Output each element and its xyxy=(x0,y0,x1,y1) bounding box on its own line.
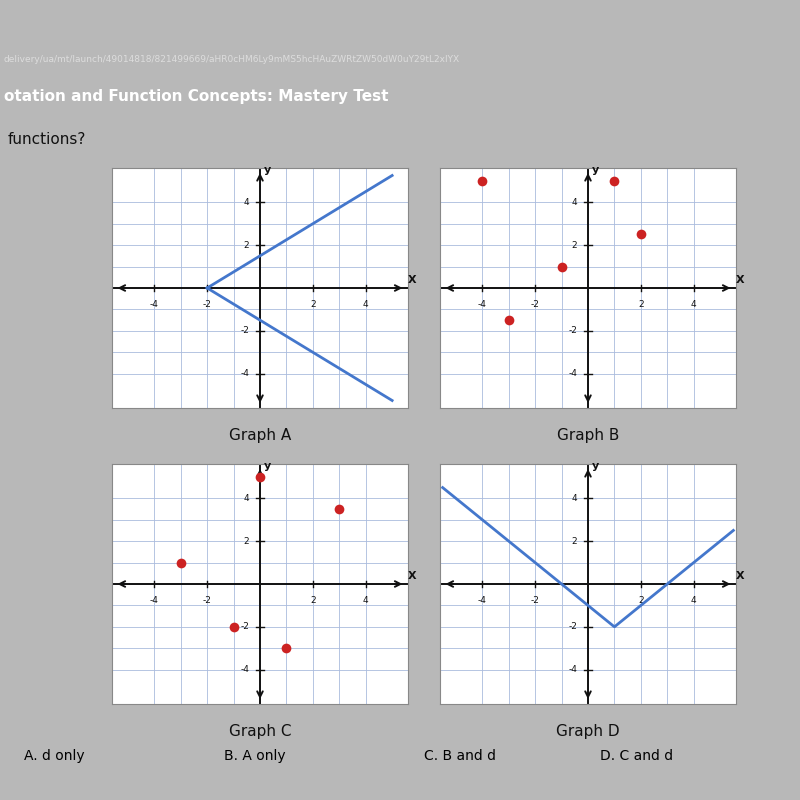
Text: y: y xyxy=(264,461,271,471)
Text: -4: -4 xyxy=(150,596,158,605)
Text: 4: 4 xyxy=(691,300,697,309)
Text: Graph C: Graph C xyxy=(229,724,291,739)
Text: 4: 4 xyxy=(363,596,369,605)
Text: D. C and d: D. C and d xyxy=(600,749,673,763)
Text: 2: 2 xyxy=(244,241,250,250)
Text: X: X xyxy=(408,274,417,285)
Text: X: X xyxy=(736,570,745,581)
Text: 2: 2 xyxy=(572,241,578,250)
Text: -2: -2 xyxy=(241,326,250,335)
Text: B. A only: B. A only xyxy=(224,749,286,763)
Text: otation and Function Concepts: Mastery Test: otation and Function Concepts: Mastery T… xyxy=(4,89,389,103)
Text: -4: -4 xyxy=(478,300,486,309)
Text: Graph D: Graph D xyxy=(556,724,620,739)
Text: 4: 4 xyxy=(691,596,697,605)
Text: Graph A: Graph A xyxy=(229,428,291,443)
Text: -2: -2 xyxy=(202,300,211,309)
Text: y: y xyxy=(592,165,599,175)
Text: 2: 2 xyxy=(638,596,644,605)
Text: -2: -2 xyxy=(569,326,578,335)
Text: -4: -4 xyxy=(241,370,250,378)
Text: 4: 4 xyxy=(363,300,369,309)
Text: 2: 2 xyxy=(244,537,250,546)
Text: y: y xyxy=(592,461,599,471)
Text: 2: 2 xyxy=(638,300,644,309)
Text: 2: 2 xyxy=(572,537,578,546)
Text: 4: 4 xyxy=(244,494,250,502)
Text: -4: -4 xyxy=(150,300,158,309)
Text: A. d only: A. d only xyxy=(24,749,85,763)
Text: -2: -2 xyxy=(202,596,211,605)
Text: y: y xyxy=(264,165,271,175)
Text: 2: 2 xyxy=(310,300,316,309)
Text: functions?: functions? xyxy=(8,133,86,147)
Text: delivery/ua/mt/launch/49014818/821499669/aHR0cHM6Ly9mMS5hcHAuZWRtZW50dW0uY29tL2x: delivery/ua/mt/launch/49014818/821499669… xyxy=(4,55,460,65)
Text: -2: -2 xyxy=(241,622,250,631)
Text: 2: 2 xyxy=(310,596,316,605)
Text: Graph B: Graph B xyxy=(557,428,619,443)
Text: 4: 4 xyxy=(572,494,578,502)
Text: -2: -2 xyxy=(530,300,539,309)
Text: -2: -2 xyxy=(530,596,539,605)
Text: -4: -4 xyxy=(241,666,250,674)
Text: 4: 4 xyxy=(572,198,578,206)
Text: -4: -4 xyxy=(478,596,486,605)
Text: -4: -4 xyxy=(569,370,578,378)
Text: -2: -2 xyxy=(569,622,578,631)
Text: -4: -4 xyxy=(569,666,578,674)
Text: X: X xyxy=(408,570,417,581)
Text: C. B and d: C. B and d xyxy=(424,749,496,763)
Text: X: X xyxy=(736,274,745,285)
Text: 4: 4 xyxy=(244,198,250,206)
